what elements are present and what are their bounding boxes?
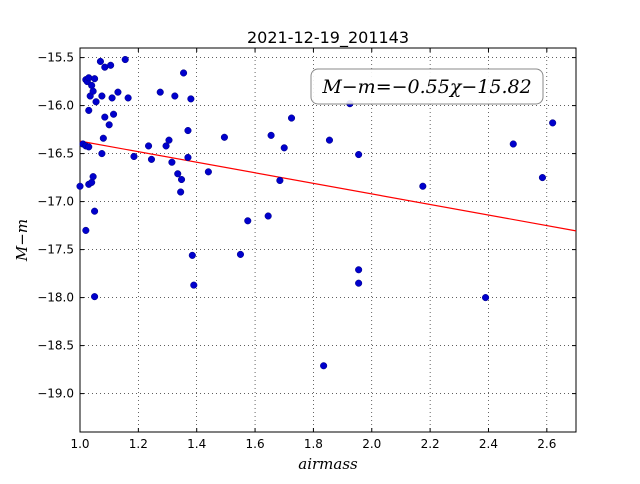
- data-point: [355, 279, 363, 287]
- data-point: [280, 144, 288, 152]
- data-point: [76, 182, 84, 190]
- x-tick-label: 1.4: [187, 437, 206, 451]
- y-tick-label: −19.0: [37, 387, 74, 401]
- data-point: [114, 88, 122, 96]
- data-point: [88, 178, 96, 186]
- data-point: [130, 152, 138, 161]
- data-point: [121, 55, 129, 64]
- data-point: [99, 134, 107, 142]
- data-point: [220, 133, 228, 141]
- data-point: [174, 170, 182, 178]
- data-point: [108, 94, 116, 102]
- data-point: [180, 69, 188, 77]
- y-tick-label: −15.5: [37, 51, 74, 65]
- y-tick-label: −17.0: [37, 195, 74, 209]
- data-point: [325, 136, 334, 144]
- data-point: [204, 168, 212, 176]
- data-point: [85, 74, 93, 82]
- data-point: [482, 294, 490, 302]
- data-point: [82, 226, 90, 234]
- data-point: [91, 293, 99, 301]
- fit-line: [79, 140, 577, 232]
- data-point: [287, 114, 296, 122]
- data-point: [190, 281, 198, 289]
- x-tick-label: 2.0: [362, 437, 381, 451]
- data-point: [320, 362, 328, 370]
- x-tick-label: 2.2: [421, 437, 440, 451]
- grid-layer: [79, 48, 576, 432]
- y-tick-label: −18.0: [37, 291, 74, 305]
- data-point: [355, 266, 363, 274]
- data-point: [92, 98, 100, 106]
- data-point: [105, 121, 113, 129]
- data-point: [171, 92, 179, 100]
- fit-equation-box: M−m=−0.55χ−15.82: [310, 68, 544, 105]
- data-point: [549, 119, 557, 127]
- tick-layer: 1.0 1.2 1.4 1.6 1.8 2.0 2.2 2.4 2.6 −15.5 −16.0 −16…: [37, 48, 576, 451]
- x-tick-label: 1.8: [304, 437, 323, 451]
- data-point: [538, 174, 546, 182]
- data-point: [188, 251, 196, 259]
- data-point: [168, 158, 176, 166]
- data-point: [264, 212, 272, 220]
- data-point: [96, 57, 104, 65]
- data-point: [98, 92, 106, 100]
- data-point: [91, 75, 99, 83]
- data-point: [276, 176, 284, 185]
- y-tick-label: −18.5: [37, 339, 74, 353]
- chart-title: 2021-12-19_201143: [247, 28, 409, 48]
- x-axis-title: airmass: [298, 455, 358, 473]
- data-point: [89, 87, 97, 95]
- data-point: [124, 94, 132, 102]
- data-point: [88, 81, 96, 89]
- x-tick-label: 1.2: [129, 437, 148, 451]
- fit-layer: [79, 140, 577, 232]
- data-point: [355, 151, 363, 159]
- fit-equation-label: M−m=−0.55χ−15.82: [321, 76, 531, 98]
- data-point: [110, 110, 118, 118]
- y-axis-title: M−m: [13, 219, 31, 262]
- data-point: [267, 131, 275, 139]
- x-tick-label: 1.6: [246, 437, 265, 451]
- data-point: [184, 127, 192, 135]
- fit-equation-background: [310, 68, 544, 105]
- data-point: [184, 153, 192, 161]
- data-point: [145, 142, 153, 150]
- data-point: [244, 217, 252, 225]
- data-point: [162, 142, 170, 150]
- data-point: [236, 250, 245, 258]
- data-point: [98, 150, 106, 158]
- data-point: [107, 61, 115, 69]
- data-point: [177, 188, 185, 196]
- data-point: [89, 173, 97, 181]
- data-point: [85, 143, 93, 151]
- data-point: [187, 95, 195, 103]
- x-tick-label: 2.6: [537, 437, 556, 451]
- y-tick-label: −16.0: [37, 99, 74, 113]
- x-tick-label: 2.4: [479, 437, 498, 451]
- y-tick-label: −17.5: [37, 243, 74, 257]
- data-point: [147, 155, 156, 163]
- data-point: [101, 113, 109, 121]
- point-layer: [76, 55, 557, 370]
- x-tick-label: 1.0: [70, 437, 89, 451]
- data-point: [419, 182, 427, 190]
- data-point: [156, 88, 164, 96]
- data-point: [509, 140, 517, 148]
- data-point: [85, 106, 93, 114]
- y-tick-label: −16.5: [37, 147, 74, 161]
- data-point: [177, 175, 186, 184]
- data-point: [165, 136, 173, 144]
- data-point: [91, 207, 99, 215]
